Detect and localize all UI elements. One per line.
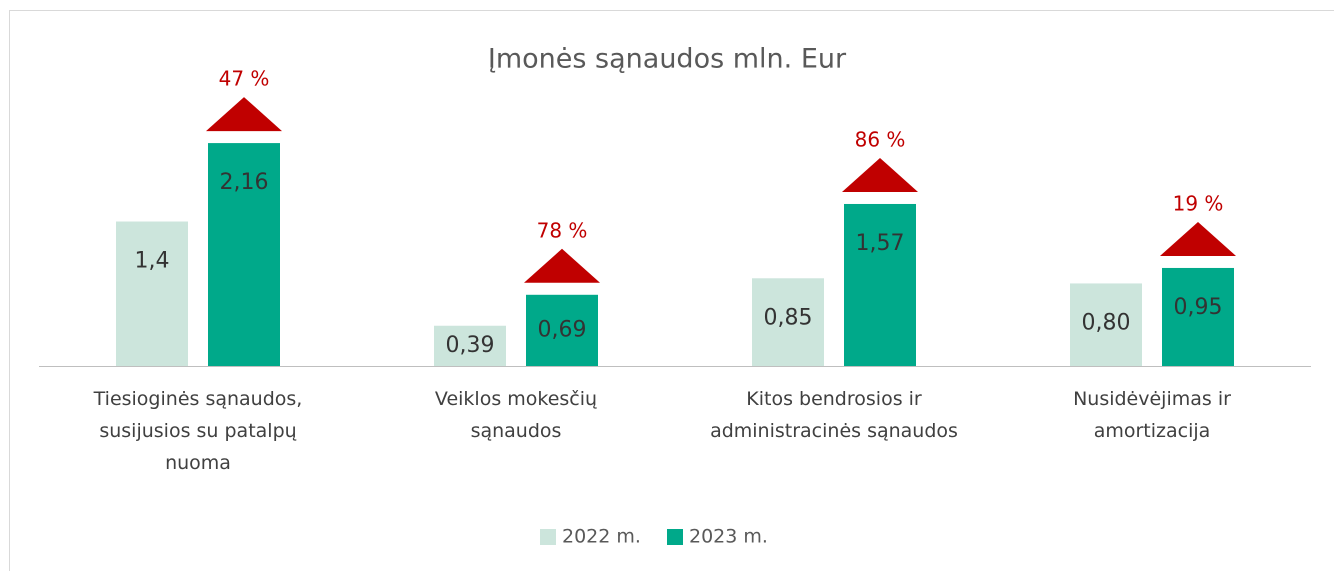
bar [208,143,280,366]
data-label: 2,16 [220,170,269,195]
bar [434,325,506,366]
data-label: 0,39 [446,333,495,358]
bar [1070,283,1142,366]
increase-arrow [1160,221,1236,256]
data-label: 1,57 [856,231,905,256]
x-tick-label: Tiesioginės sąnaudos, susijusios su pata… [93,388,303,474]
legend-swatch [540,529,556,545]
data-label: 0,69 [538,317,587,342]
legend-swatch [667,529,683,545]
annotation: 47 % [219,67,270,91]
x-tick-label: Kitos bendrosios ir administracinės sąna… [710,388,958,442]
increase-arrow [524,248,600,283]
x-tick-label: Nusidėvėjimas ir amortizacija [1073,388,1231,442]
bar [116,221,188,366]
x-tick-label: Veiklos mokesčių sąnaudos [434,388,598,442]
increase-arrow [206,97,282,132]
data-label: 0,95 [1174,295,1223,320]
bar [752,278,824,366]
legend-label: 2023 m. [689,526,768,548]
increase-arrow [842,157,918,192]
bar [1162,267,1234,366]
chart-border [9,10,1334,571]
chart-title: Įmonės sąnaudos mln. Eur [488,44,847,75]
bar [844,203,916,366]
annotation: 19 % [1173,191,1224,215]
data-label: 1,4 [135,249,170,274]
bar [526,294,598,366]
annotation: 86 % [855,127,906,151]
data-label: 0,80 [1082,310,1131,335]
legend-label: 2022 m. [562,526,641,548]
annotation: 78 % [537,218,588,242]
data-label: 0,85 [764,305,813,330]
